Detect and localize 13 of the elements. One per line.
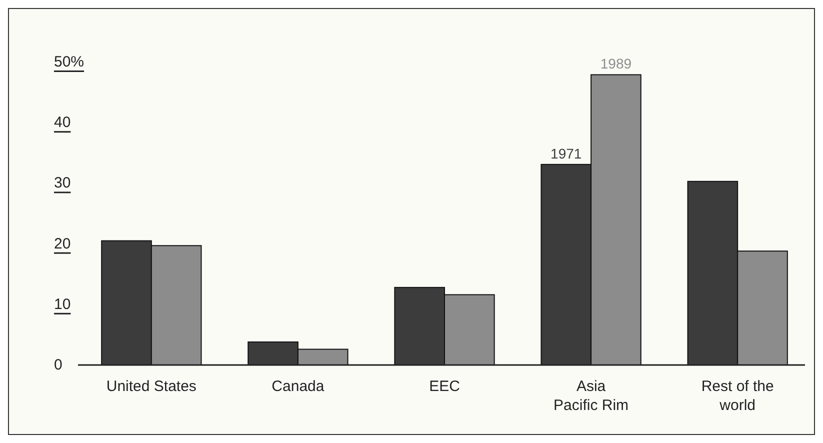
x-tick-label: Canada: [272, 378, 325, 395]
series-label: 1989: [600, 56, 632, 72]
y-tick-label: 50%: [54, 54, 84, 70]
series-label: 1971: [550, 145, 582, 162]
y-tick-label: 30: [54, 174, 71, 192]
y-tick-label: 40: [54, 114, 71, 132]
y-tick-label: 10: [54, 296, 71, 313]
y-tick-label: 20: [54, 235, 71, 252]
x-tick-label: EEC: [429, 378, 460, 395]
y-tick-label: 0: [54, 356, 62, 374]
x-tick-label: United States: [106, 378, 196, 395]
x-tick-label: Asia Pacific Rim: [554, 378, 629, 414]
x-tick-label: Rest of the world: [701, 378, 774, 414]
